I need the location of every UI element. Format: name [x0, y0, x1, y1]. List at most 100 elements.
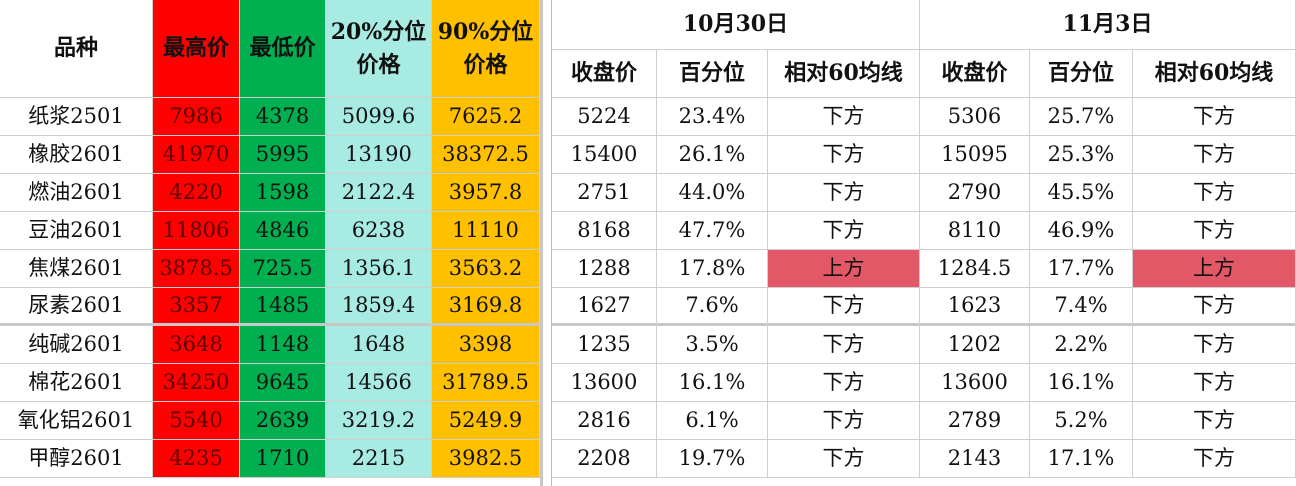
table-cell: 1859.4	[326, 288, 432, 326]
cell-text: 4378	[255, 103, 310, 128]
table-cell: 17.7%	[1030, 250, 1133, 288]
cell-text: 34250	[162, 369, 230, 394]
table-cell: 1148	[240, 326, 326, 364]
cell-text: 最低价	[249, 35, 316, 61]
table-cell: 5306	[920, 98, 1030, 136]
cell-text: 相对60均线	[1154, 60, 1274, 86]
cell-text: 2816	[577, 407, 631, 432]
table-cell: 7.6%	[657, 288, 768, 326]
cell-text: 下方	[1193, 331, 1235, 356]
cell-text: 11月3日	[1062, 11, 1153, 37]
cell-text: 1859.4	[341, 292, 416, 317]
cell-text: 下方	[822, 407, 865, 432]
table-cell: 5540	[153, 402, 240, 440]
table-cell: 下方	[1133, 364, 1296, 402]
cell-text: 1288	[577, 255, 631, 280]
cell-text: 下方	[1193, 217, 1235, 242]
cell-text: 下方	[822, 103, 865, 128]
table-cell: 5995	[240, 136, 326, 174]
table-cell: 9645	[240, 364, 326, 402]
table-cell: 2751	[552, 174, 657, 212]
cell-text: 10月30日	[682, 11, 789, 37]
cell-text: 下方	[822, 292, 865, 317]
table-cell: 7625.2	[432, 98, 540, 136]
cell-text: 下方	[822, 331, 865, 356]
sub-header: 相对60均线	[768, 50, 920, 98]
cell-text: 5.2%	[1054, 407, 1108, 432]
cell-text: 13190	[345, 141, 412, 166]
date-header: 10月30日	[552, 0, 920, 50]
table-cell: 下方	[1133, 98, 1296, 136]
cell-text: 5540	[169, 407, 223, 432]
header-cell: 90%分位 价格	[432, 0, 540, 98]
table-cell: 下方	[768, 288, 920, 326]
cell-text: 16.1%	[1047, 369, 1115, 394]
cell-text: 1235	[577, 331, 631, 356]
cell-text: 26.1%	[678, 141, 746, 166]
cell-text: 5995	[255, 141, 310, 166]
cell-text: 下方	[822, 179, 865, 204]
cell-text: 1356.1	[341, 255, 416, 280]
header-cell: 最高价	[153, 0, 240, 98]
cell-text: 6.1%	[685, 407, 739, 432]
cell-text: 16.1%	[678, 369, 746, 394]
cell-text: 25.7%	[1047, 103, 1115, 128]
cell-text: 下方	[1193, 445, 1235, 470]
table-cell: 下方	[768, 212, 920, 250]
table-cell: 纸浆2501	[0, 98, 153, 136]
table-cell: 3878.5	[153, 250, 240, 288]
table-cell: 41970	[153, 136, 240, 174]
table-cell: 44.0%	[657, 174, 768, 212]
table-cell: 4220	[153, 174, 240, 212]
table-cell: 38372.5	[432, 136, 540, 174]
cell-text: 甲醇2601	[28, 445, 124, 470]
cell-text: 44.0%	[678, 179, 746, 204]
cell-text: 上方	[822, 255, 865, 280]
cell-text: 2208	[577, 445, 631, 470]
cell-text: 5249.9	[448, 407, 523, 432]
cell-text: 725.5	[252, 255, 313, 280]
table-cell: 下方	[1133, 440, 1296, 478]
cell-text: 2789	[947, 407, 1002, 432]
cell-text: 下方	[822, 445, 865, 470]
sub-header: 相对60均线	[1133, 50, 1296, 98]
cell-text: 纯碱2601	[28, 331, 124, 356]
table-cell: 3.5%	[657, 326, 768, 364]
cell-text: 7625.2	[448, 103, 523, 128]
table-cell: 橡胶2601	[0, 136, 153, 174]
cell-text: 1623	[947, 292, 1002, 317]
cell-text: 1284.5	[937, 255, 1012, 280]
table-cell: 下方	[1133, 136, 1296, 174]
cell-text: 11110	[452, 217, 519, 242]
cell-text: 4235	[169, 445, 223, 470]
table-cell: 4378	[240, 98, 326, 136]
cell-text: 2143	[947, 445, 1002, 470]
table-cell: 尿素2601	[0, 288, 153, 326]
sub-header: 百分位	[1030, 50, 1133, 98]
table-cell: 17.1%	[1030, 440, 1133, 478]
table-cell: 3982.5	[432, 440, 540, 478]
table-cell: 3398	[432, 326, 540, 364]
cell-text: 7.6%	[685, 292, 739, 317]
table-cell: 下方	[1133, 326, 1296, 364]
cell-text: 3878.5	[159, 255, 233, 280]
table-cell: 26.1%	[657, 136, 768, 174]
table-cell: 2143	[920, 440, 1030, 478]
cell-text: 燃油2601	[28, 179, 124, 204]
cell-text: 38372.5	[442, 141, 529, 166]
sub-header: 百分位	[657, 50, 768, 98]
cell-text: 23.4%	[678, 103, 746, 128]
cell-text: 1648	[351, 331, 406, 356]
table-cell: 2.2%	[1030, 326, 1133, 364]
table-cell: 1235	[552, 326, 657, 364]
cell-text: 1485	[255, 292, 310, 317]
table-cell: 下方	[768, 440, 920, 478]
cell-text: 7.4%	[1054, 292, 1108, 317]
table-cell: 6238	[326, 212, 432, 250]
table-cell: 4846	[240, 212, 326, 250]
cell-text: 棉花2601	[28, 369, 124, 394]
cell-text: 11806	[162, 217, 230, 242]
cell-text: 25.3%	[1047, 141, 1115, 166]
table-cell: 3357	[153, 288, 240, 326]
